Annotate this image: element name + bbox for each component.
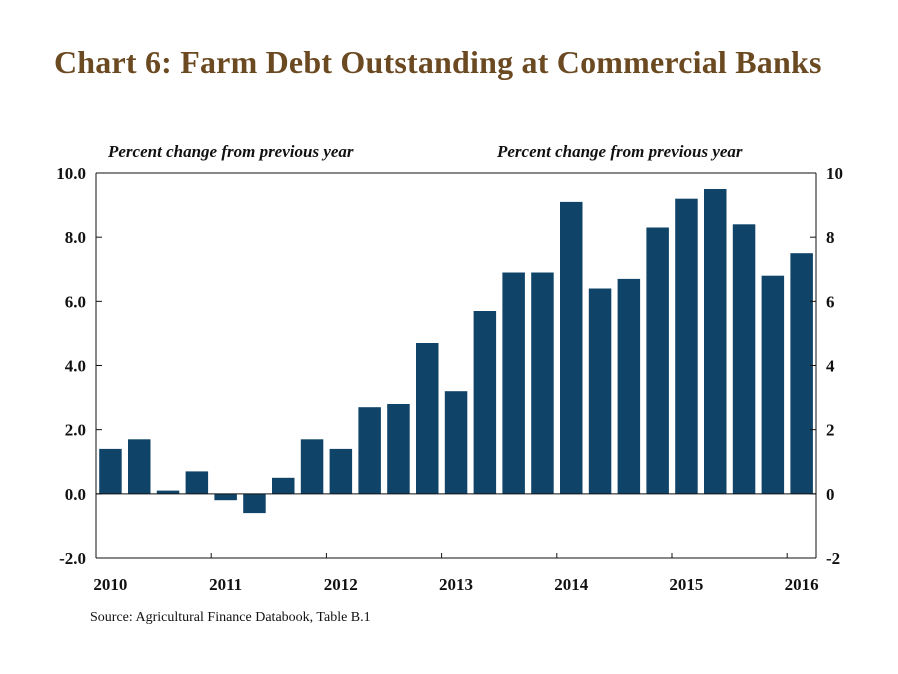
left-tick-label: 0.0 (65, 485, 86, 504)
bar-2013-q1 (444, 391, 468, 494)
bar-2011-q2 (243, 493, 266, 514)
x-tick-label: 2010 (93, 575, 127, 594)
x-tick-label: 2013 (439, 575, 473, 594)
bar-2011-q1 (214, 493, 237, 501)
bar-2014-q4 (646, 227, 669, 494)
bar-2014-q1 (560, 201, 583, 494)
bars-group (99, 189, 813, 514)
bar-2013-q3 (502, 272, 525, 494)
right-tick-label: 6 (826, 292, 835, 311)
left-axis-label: Percent change from previous year (108, 142, 354, 161)
left-tick-label: 8.0 (65, 228, 86, 247)
left-tick-label: -2.0 (59, 549, 86, 568)
bar-2011-q4 (300, 439, 324, 494)
ticks-group: -2.0 -2 0.0 0 2.0 2 4.0 4 6.0 6 8.0 8 10.0 10 2010 2011… (56, 164, 843, 594)
bar-2015-q1 (675, 198, 698, 494)
bar-2013-q2 (473, 311, 497, 494)
bar-2011-q3 (272, 477, 295, 494)
x-tick-label: 2014 (554, 575, 589, 594)
source-note: Source: Agricultural Finance Databook, T… (90, 610, 371, 625)
bar-2012-q4 (416, 343, 439, 494)
right-tick-label: 10 (826, 164, 843, 183)
x-tick-label: 2012 (324, 575, 358, 594)
left-tick-label: 4.0 (65, 357, 86, 376)
bar-2012-q1 (329, 448, 353, 494)
right-tick-label: 8 (826, 228, 835, 247)
bar-2010-q4 (185, 471, 209, 494)
x-tick-label: 2011 (209, 575, 242, 594)
bar-2010-q3 (156, 490, 180, 494)
axes-group (95, 172, 817, 559)
bar-2016-q1 (790, 253, 813, 494)
bar-2013-q4 (531, 272, 554, 494)
bar-2010-q2 (128, 439, 151, 494)
left-tick-label: 2.0 (65, 421, 86, 440)
bar-2012-q2 (358, 407, 381, 494)
right-tick-label: -2 (826, 549, 840, 568)
left-tick-label: 10.0 (56, 164, 86, 183)
x-tick-label: 2016 (785, 575, 819, 594)
left-tick-label: 6.0 (65, 292, 86, 311)
bar-2015-q3 (732, 224, 756, 494)
right-axis-label: Percent change from previous year (497, 142, 743, 161)
right-tick-label: 0 (826, 485, 835, 504)
bar-2012-q3 (387, 404, 410, 494)
bar-2010-q1 (99, 448, 122, 494)
bar-2015-q2 (704, 189, 727, 494)
bar-2015-q4 (761, 275, 785, 494)
x-tick-label: 2015 (669, 575, 703, 594)
right-tick-label: 2 (826, 421, 835, 440)
right-tick-label: 4 (826, 357, 835, 376)
chart-title: Chart 6: Farm Debt Outstanding at Commer… (54, 44, 822, 80)
bar-2014-q2 (588, 288, 612, 494)
bar-2014-q3 (617, 278, 641, 494)
